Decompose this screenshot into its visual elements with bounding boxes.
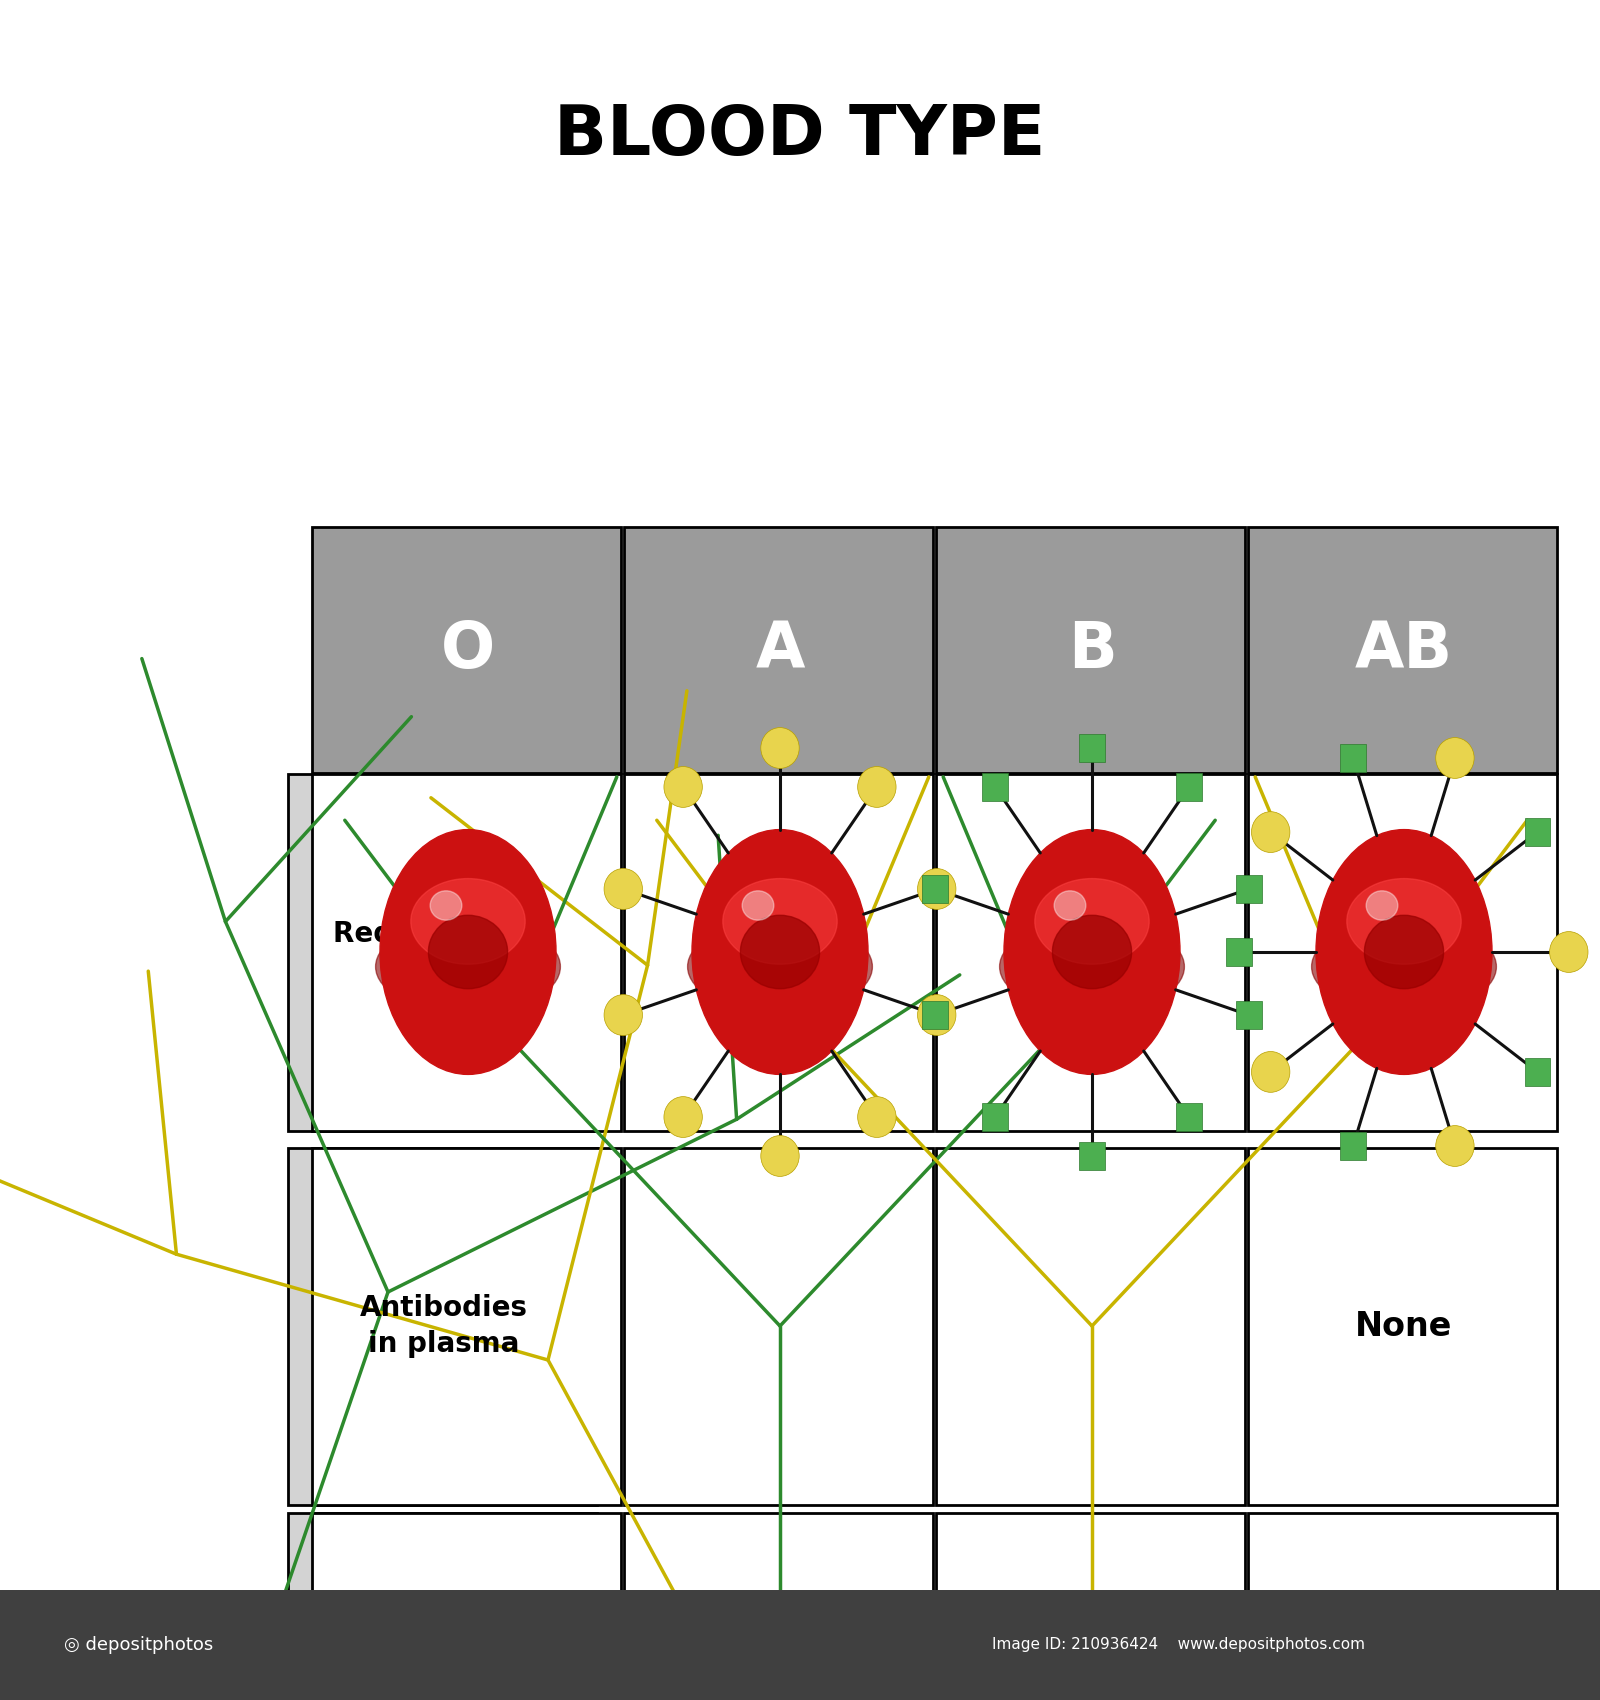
Bar bbox=[1176, 774, 1202, 801]
Bar bbox=[1525, 1059, 1550, 1086]
Circle shape bbox=[605, 994, 643, 1035]
Bar bbox=[312, 774, 621, 1130]
Bar bbox=[288, 1513, 597, 1700]
Bar bbox=[312, 1513, 621, 1700]
Bar bbox=[1227, 938, 1251, 966]
Circle shape bbox=[858, 767, 896, 808]
Ellipse shape bbox=[741, 915, 819, 989]
Bar bbox=[624, 527, 933, 774]
Ellipse shape bbox=[1000, 920, 1184, 1013]
Bar bbox=[1176, 1103, 1202, 1130]
Text: Antigens in
red blood cells: Antigens in red blood cells bbox=[328, 1659, 560, 1700]
Text: B: B bbox=[1067, 619, 1117, 682]
Ellipse shape bbox=[1005, 830, 1181, 1074]
Text: AB: AB bbox=[1355, 619, 1453, 682]
Bar bbox=[1248, 527, 1557, 774]
Ellipse shape bbox=[381, 830, 557, 1074]
Circle shape bbox=[664, 1096, 702, 1137]
Circle shape bbox=[917, 869, 955, 910]
Bar bbox=[1078, 1142, 1106, 1170]
Circle shape bbox=[1435, 738, 1474, 779]
Bar bbox=[312, 527, 621, 774]
Bar bbox=[1341, 1132, 1366, 1159]
Ellipse shape bbox=[411, 879, 525, 964]
Bar bbox=[936, 1148, 1245, 1504]
Text: O: O bbox=[442, 619, 494, 682]
Circle shape bbox=[605, 869, 643, 910]
Text: BLOOD TYPE: BLOOD TYPE bbox=[554, 102, 1046, 170]
Circle shape bbox=[762, 728, 800, 768]
Ellipse shape bbox=[1366, 891, 1398, 920]
Ellipse shape bbox=[1053, 915, 1131, 989]
Bar bbox=[1235, 1001, 1261, 1028]
Text: ◎ depositphotos: ◎ depositphotos bbox=[64, 1635, 213, 1654]
Circle shape bbox=[734, 1620, 826, 1700]
Bar bbox=[288, 1148, 597, 1504]
Text: Image ID: 210936424    www.depositphotos.com: Image ID: 210936424 www.depositphotos.co… bbox=[992, 1637, 1365, 1652]
Ellipse shape bbox=[1347, 879, 1461, 964]
Circle shape bbox=[917, 994, 955, 1035]
Bar bbox=[1248, 1148, 1557, 1504]
Circle shape bbox=[858, 1096, 896, 1137]
Bar bbox=[982, 1103, 1008, 1130]
Ellipse shape bbox=[1365, 915, 1443, 989]
Bar bbox=[624, 1148, 933, 1504]
Circle shape bbox=[664, 767, 702, 808]
Ellipse shape bbox=[1315, 830, 1491, 1074]
Circle shape bbox=[1251, 811, 1290, 852]
Circle shape bbox=[1302, 1620, 1394, 1700]
Bar bbox=[936, 1513, 1245, 1700]
Ellipse shape bbox=[723, 879, 837, 964]
Bar bbox=[1341, 745, 1366, 772]
Bar bbox=[936, 527, 1245, 774]
Bar bbox=[1053, 1617, 1131, 1700]
Bar bbox=[1235, 876, 1261, 903]
Bar bbox=[288, 774, 597, 1130]
Text: A: A bbox=[755, 619, 805, 682]
Circle shape bbox=[1435, 1125, 1474, 1166]
Ellipse shape bbox=[1035, 879, 1149, 964]
Bar bbox=[1525, 818, 1550, 845]
Bar bbox=[936, 774, 1245, 1130]
Ellipse shape bbox=[742, 891, 774, 920]
Bar bbox=[923, 876, 949, 903]
Bar bbox=[982, 774, 1008, 801]
Text: None: None bbox=[1355, 1309, 1453, 1343]
Bar bbox=[1248, 1513, 1557, 1700]
Bar bbox=[1248, 774, 1557, 1130]
Bar bbox=[1078, 734, 1106, 762]
Ellipse shape bbox=[430, 891, 462, 920]
Ellipse shape bbox=[693, 830, 869, 1074]
Bar bbox=[624, 1513, 933, 1700]
Circle shape bbox=[762, 1136, 800, 1176]
Text: Antibodies
in plasma: Antibodies in plasma bbox=[360, 1294, 528, 1358]
Ellipse shape bbox=[376, 920, 560, 1013]
Bar bbox=[1421, 1617, 1499, 1700]
Bar bbox=[624, 774, 933, 1130]
Text: Red blood cell
type: Red blood cell type bbox=[333, 920, 555, 984]
Ellipse shape bbox=[1312, 920, 1496, 1013]
Bar bbox=[0, 1590, 1600, 1700]
Ellipse shape bbox=[688, 920, 872, 1013]
Text: None: None bbox=[419, 1674, 517, 1700]
Circle shape bbox=[1251, 1052, 1290, 1093]
Bar bbox=[923, 1001, 949, 1028]
Circle shape bbox=[1549, 932, 1587, 972]
Ellipse shape bbox=[1054, 891, 1086, 920]
Bar bbox=[312, 1148, 621, 1504]
Ellipse shape bbox=[429, 915, 507, 989]
